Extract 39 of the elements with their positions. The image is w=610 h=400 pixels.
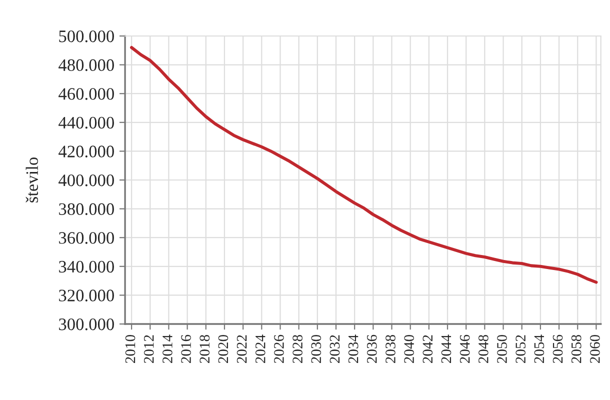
x-tick-label: 2036 [366, 334, 377, 363]
x-tick-label: 2052 [516, 335, 526, 363]
x-tick-label: 2056 [552, 334, 563, 363]
x-tick-label: 2032 [330, 335, 340, 363]
y-tick-label: 340.000 [59, 260, 114, 273]
x-tick-label: 2048 [478, 334, 488, 363]
x-tick-label: 2024 [255, 334, 266, 363]
y-tick-label: 460.000 [58, 88, 114, 100]
x-tick-label: 2026 [274, 334, 284, 363]
x-tick-label: 2012 [144, 335, 154, 363]
y-tick-label: 320.000 [59, 290, 114, 302]
x-tick-label: 2018 [200, 334, 210, 363]
y-axis-title: število [26, 158, 38, 202]
line-series [130, 46, 598, 284]
y-tick-label: 480.000 [58, 59, 114, 72]
x-tick-label: 2060 [590, 334, 600, 363]
x-tick-label: 2010 [125, 334, 136, 363]
y-tick-label: 300.000 [59, 318, 114, 330]
y-tick-label: 440.000 [58, 116, 114, 129]
x-tick-label: 2038 [386, 334, 396, 363]
y-tick-label: 420.000 [58, 146, 114, 158]
y-tick-label: 380.000 [59, 203, 114, 216]
y-tick-label: 360.000 [59, 232, 114, 244]
x-tick-label: 2030 [311, 334, 322, 363]
x-tick-label: 2022 [236, 335, 247, 363]
x-tick-label: 2016 [181, 334, 191, 363]
x-tick-label: 2034 [348, 334, 358, 363]
y-tick-label: 400.000 [58, 174, 114, 186]
x-tick-label: 2014 [162, 334, 172, 363]
x-tick-label: 2050 [497, 334, 507, 363]
x-tick-label: 2028 [292, 334, 302, 363]
x-tick-label: 2042 [422, 335, 433, 363]
y-tick-label: 500.000 [59, 30, 114, 42]
x-tick-label: 2044 [441, 334, 452, 363]
x-tick-label: 2058 [571, 334, 582, 363]
x-tick-label: 2040 [404, 334, 414, 363]
x-tick-label: 2020 [218, 334, 228, 363]
x-tick-label: 2046 [460, 334, 470, 363]
x-tick-label: 2054 [534, 334, 544, 363]
